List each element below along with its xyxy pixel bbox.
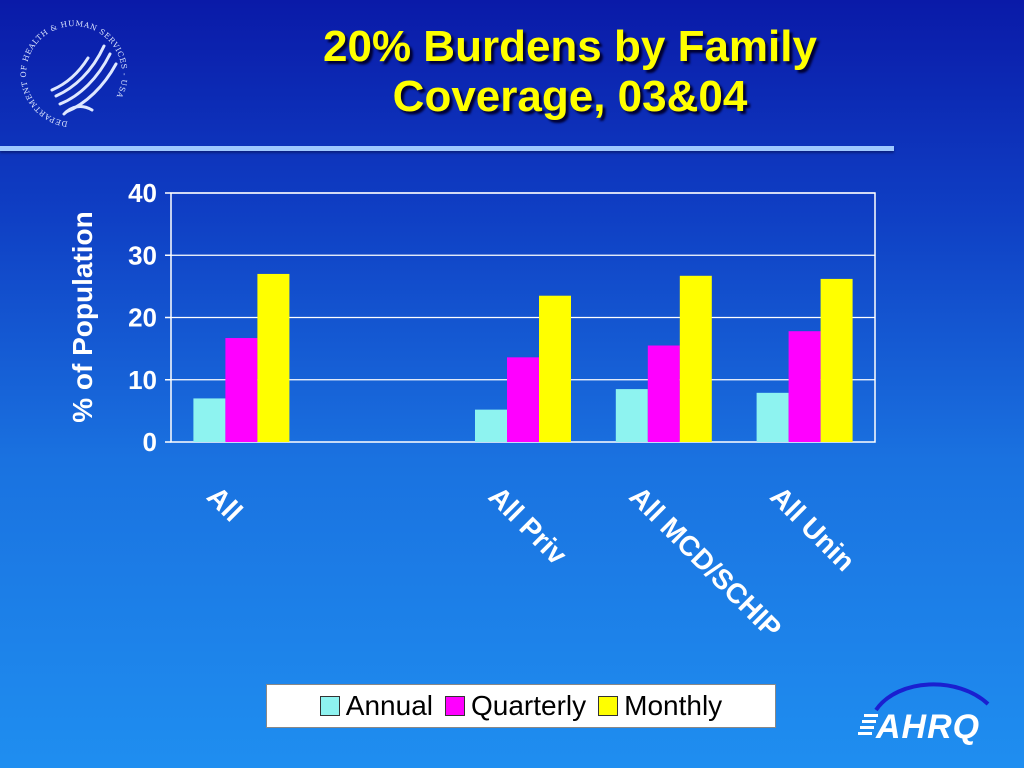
y-tick-label: 20 — [128, 303, 157, 333]
x-tick-label: All Priv — [483, 480, 573, 570]
legend-item-quarterly: Quarterly — [444, 690, 587, 722]
bar-quarterly-all — [225, 338, 258, 442]
y-axis-label: % of Population — [67, 211, 98, 423]
legend-label-annual: Annual — [345, 690, 433, 721]
bar-quarterly-all-unin — [788, 331, 821, 442]
bar-monthly-all-mcd-schip — [679, 275, 712, 442]
bar-monthly-all-priv — [539, 295, 571, 442]
bar-monthly-all — [257, 273, 290, 442]
y-tick-label: 30 — [128, 240, 157, 270]
legend-item-monthly: Monthly — [598, 690, 722, 722]
slide-title-line-1: 20% Burdens by Family — [323, 22, 817, 71]
legend-swatch-monthly — [598, 696, 619, 716]
hhs-seal-logo: DEPARTMENT OF HEALTH & HUMAN SERVICES - … — [19, 19, 128, 129]
bar-annual-all-mcd-schip — [615, 389, 648, 442]
legend-label-monthly: Monthly — [624, 690, 723, 721]
legend-label-quarterly: Quarterly — [470, 690, 587, 721]
ahrq-logo-text: AHRQ — [875, 708, 980, 746]
bar-quarterly-all-priv — [507, 357, 539, 442]
y-tick-label: 10 — [128, 365, 157, 395]
y-tick-label: 40 — [128, 178, 157, 208]
title-divider — [0, 146, 894, 151]
bar-quarterly-all-mcd-schip — [647, 345, 680, 442]
legend-swatch-quarterly — [444, 696, 465, 716]
slide-title-line-2: Coverage, 03&04 — [392, 72, 748, 121]
bar-annual-all — [193, 398, 226, 442]
x-tick-label: All — [201, 480, 248, 527]
bar-annual-all-unin — [756, 392, 789, 442]
x-tick-label: All Unin — [764, 480, 861, 577]
legend-swatch-annual — [319, 696, 340, 716]
ahrq-logo: AHRQ — [858, 682, 990, 746]
y-tick-label: 0 — [143, 427, 157, 457]
legend-item-annual: Annual — [319, 690, 433, 722]
slide-title: 20% Burdens by Family Coverage, 03&04 — [200, 22, 940, 122]
bar-annual-all-priv — [475, 409, 507, 442]
x-tick-label: All MCD/SCHIP — [624, 480, 788, 644]
bar-monthly-all-unin — [820, 278, 853, 442]
chart-legend: Annual Quarterly Monthly — [266, 684, 776, 728]
